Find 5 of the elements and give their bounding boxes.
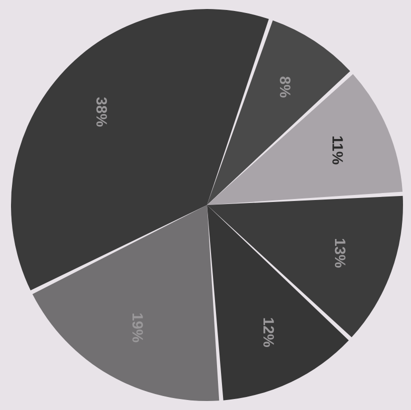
data-label: 11% [328, 136, 346, 165]
data-label: 8% [276, 76, 293, 98]
data-label: 13% [331, 238, 348, 268]
data-label: 38% [92, 96, 110, 127]
data-label: 12% [259, 317, 276, 348]
